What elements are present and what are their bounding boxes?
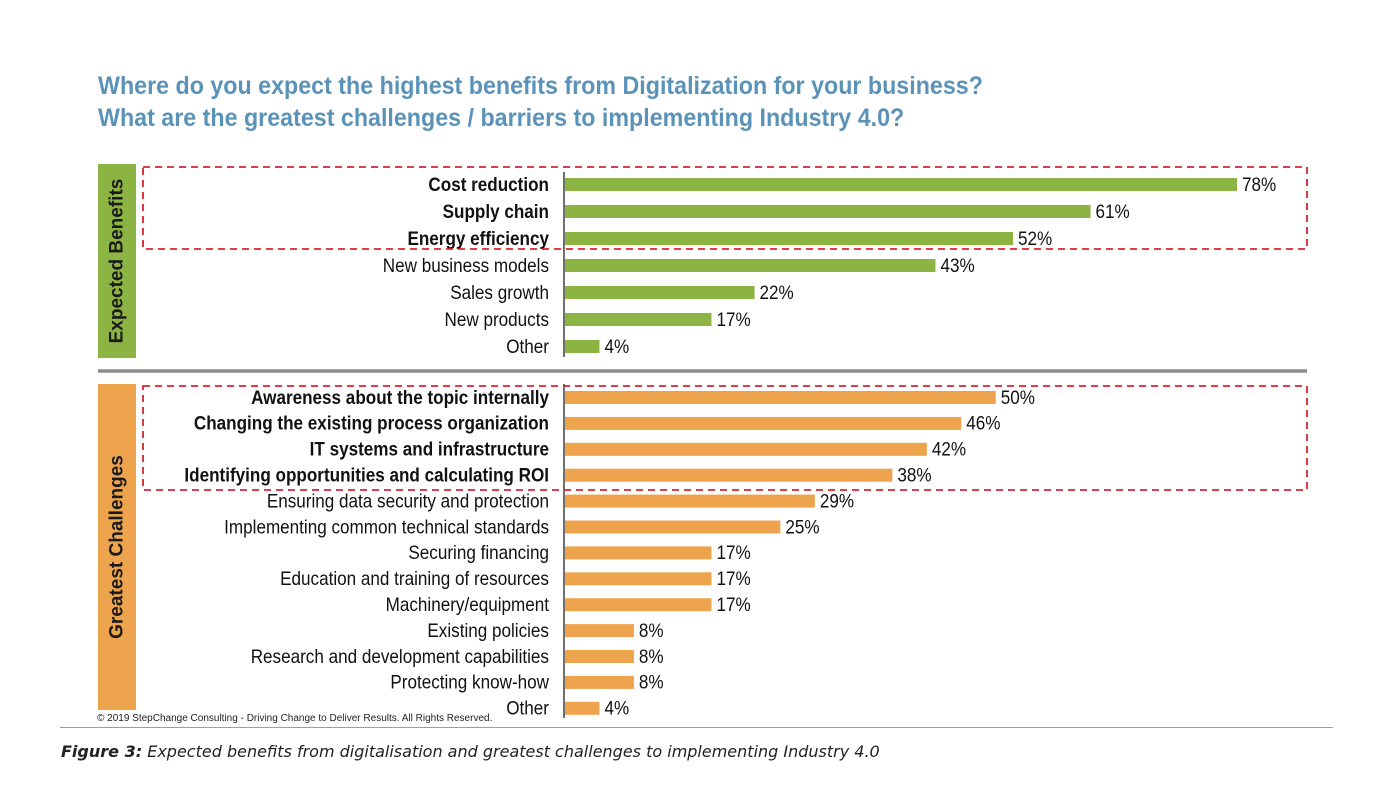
value-label: 8% bbox=[639, 620, 664, 641]
category-label: Research and development capabilities bbox=[251, 646, 549, 667]
chart-title-challenges: What are the greatest challenges / barri… bbox=[98, 104, 905, 132]
value-label: 4% bbox=[604, 336, 629, 357]
bar bbox=[565, 259, 936, 272]
figure-caption: Figure 3: Expected benefits from digital… bbox=[61, 742, 880, 761]
caption-text: Expected benefits from digitalisation an… bbox=[147, 742, 880, 761]
value-label: 17% bbox=[716, 542, 750, 563]
value-label: 17% bbox=[716, 594, 750, 615]
category-label: Changing the existing process organizati… bbox=[194, 413, 549, 434]
value-label: 17% bbox=[716, 309, 750, 330]
category-label: Cost reduction bbox=[428, 174, 549, 195]
bar bbox=[565, 442, 927, 456]
category-label: Other bbox=[506, 336, 549, 357]
value-label: 46% bbox=[966, 413, 1000, 434]
value-label: 25% bbox=[785, 516, 819, 537]
category-label: Machinery/equipment bbox=[386, 594, 549, 615]
bar bbox=[565, 494, 815, 508]
category-label: New products bbox=[445, 309, 549, 330]
chart-group-challenges: Greatest Challenges Awareness about the t… bbox=[98, 384, 1308, 719]
category-label: New business models bbox=[383, 255, 549, 276]
group-label-pane bbox=[98, 384, 136, 710]
category-label: Energy efficiency bbox=[407, 228, 549, 249]
category-label: Existing policies bbox=[427, 620, 549, 641]
bar bbox=[565, 468, 893, 482]
bar bbox=[565, 416, 962, 430]
group-label-pane bbox=[98, 164, 136, 358]
bar bbox=[565, 624, 634, 638]
bar bbox=[565, 650, 634, 663]
bar bbox=[565, 205, 1091, 218]
group-label: Greatest Challenges bbox=[107, 455, 128, 639]
footer-divider bbox=[60, 727, 1333, 728]
category-label: Protecting know-how bbox=[390, 672, 550, 693]
highlight-box bbox=[142, 385, 1308, 491]
bar bbox=[565, 701, 600, 715]
value-label: 50% bbox=[1001, 387, 1035, 408]
value-label: 8% bbox=[639, 646, 664, 667]
value-label: 38% bbox=[897, 465, 931, 486]
bar bbox=[565, 232, 1013, 245]
value-label: 43% bbox=[940, 255, 974, 276]
value-label: 8% bbox=[639, 672, 664, 693]
group-label: Expected Benefits bbox=[107, 179, 128, 344]
copyright-notice: © 2019 StepChange Consulting - Driving C… bbox=[97, 713, 493, 724]
value-label: 78% bbox=[1242, 174, 1276, 195]
bar bbox=[565, 520, 781, 534]
category-label: Implementing common technical standards bbox=[224, 516, 549, 537]
value-label: 17% bbox=[716, 568, 750, 589]
chart-title-benefits: Where do you expect the highest benefits… bbox=[98, 72, 983, 100]
value-label: 42% bbox=[932, 439, 966, 460]
value-label: 22% bbox=[760, 282, 794, 303]
bar bbox=[565, 313, 712, 326]
bar bbox=[565, 391, 996, 404]
caption-label: Figure 3: bbox=[61, 742, 143, 761]
bar bbox=[565, 546, 712, 560]
highlight-box bbox=[142, 166, 1308, 250]
category-label: Other bbox=[506, 698, 549, 719]
bar bbox=[565, 340, 600, 353]
value-label: 52% bbox=[1018, 228, 1052, 249]
category-label: Awareness about the topic internally bbox=[251, 387, 549, 408]
bar bbox=[565, 598, 712, 612]
bar bbox=[565, 286, 755, 299]
category-label: Identifying opportunities and calculatin… bbox=[184, 465, 549, 486]
bar bbox=[565, 178, 1237, 191]
category-label: Education and training of resources bbox=[280, 568, 549, 589]
category-label: Supply chain bbox=[443, 201, 549, 222]
category-label: Securing financing bbox=[408, 542, 549, 563]
category-label: IT systems and infrastructure bbox=[310, 439, 549, 460]
bar bbox=[565, 572, 712, 586]
value-label: 4% bbox=[604, 698, 629, 719]
chart-group-benefits: Expected Benefits Cost reduction 78% Supply… bbox=[98, 164, 1308, 358]
value-label: 61% bbox=[1096, 201, 1130, 222]
bar bbox=[565, 675, 634, 689]
category-label: Sales growth bbox=[450, 282, 549, 303]
category-label: Ensuring data security and protection bbox=[267, 491, 549, 512]
value-label: 29% bbox=[820, 491, 854, 512]
